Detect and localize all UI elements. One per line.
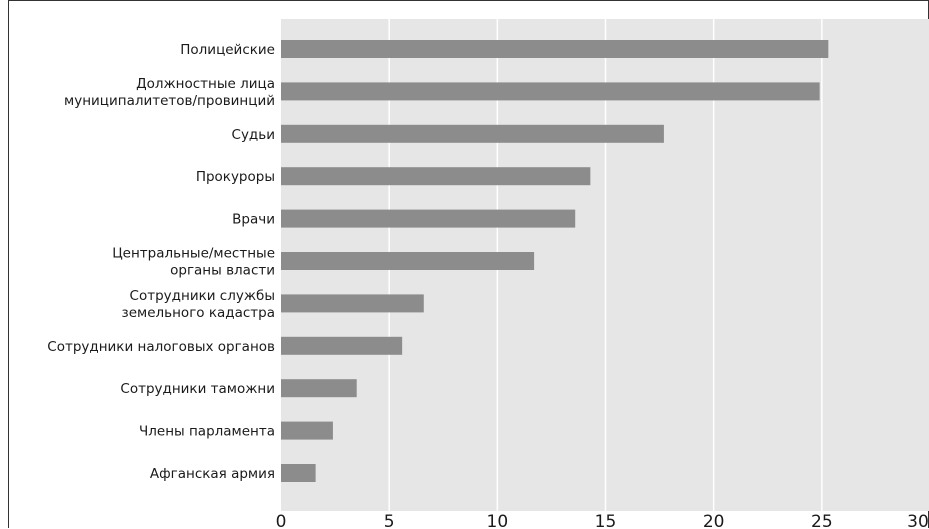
bars [281,40,829,482]
category-label: Афганская армия [150,466,275,482]
x-tick-label: 25 [811,512,833,529]
x-tick-label: 15 [595,512,617,529]
category-label: Полицейские [180,42,275,58]
category-label: Должностные лица муниципалитетов/провинци… [64,76,275,109]
bar [281,40,829,58]
category-labels: Полицейские Должностные лица муниципалитет… [47,42,275,482]
x-tick-label: 0 [276,512,287,529]
category-label: Центральные/местные органы власти [112,246,275,279]
bar [281,336,403,355]
x-tick-labels: 0 5 10 15 20 25 30 [276,512,929,529]
bar [281,209,576,228]
chart-frame: Полицейские Должностные лица муниципалитет… [8,0,929,529]
category-label: Судьи [232,127,275,143]
category-label: Члены парламента [139,424,275,440]
bar [281,464,316,482]
bar [281,294,424,313]
bar [281,167,591,186]
x-tick-label: 30 [907,512,929,529]
category-label: Врачи [232,212,275,228]
x-tick-label: 5 [384,512,395,529]
category-label: Сотрудники службы земельного кадастра [122,288,275,321]
bar [281,379,357,398]
bar [281,124,664,143]
bar [281,252,535,270]
x-tick-label: 20 [703,512,725,529]
category-label: Сотрудники налоговых органов [47,339,275,355]
bar-chart: Полицейские Должностные лица муниципалитет… [47,19,929,529]
bar [281,82,820,101]
x-tick-label: 10 [487,512,509,529]
category-label: Прокуроры [196,169,275,185]
bar [281,421,333,440]
category-label: Сотрудники таможни [120,381,275,397]
